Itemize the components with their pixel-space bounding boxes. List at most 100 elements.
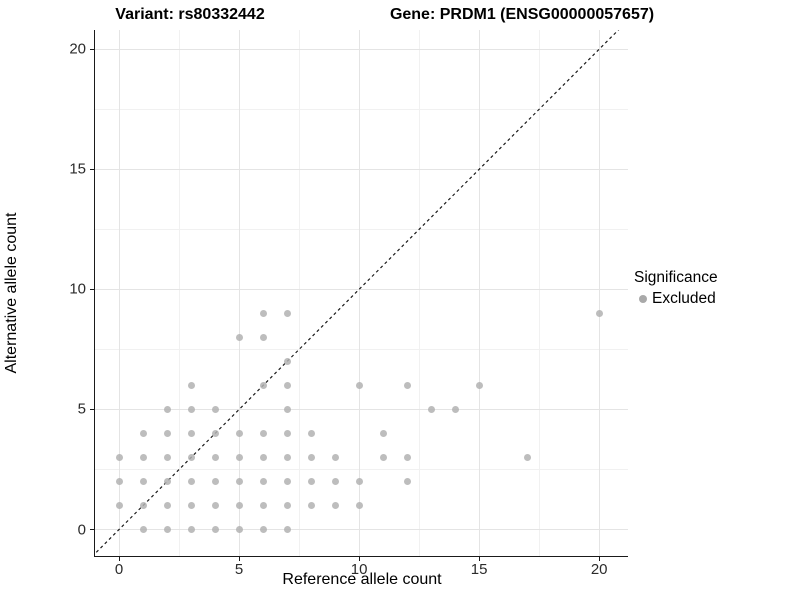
gridline-major-horizontal [95, 168, 628, 170]
y-axis-title: Alternative allele count [3, 212, 20, 374]
data-point [307, 454, 315, 462]
data-point [187, 478, 195, 486]
data-point [115, 502, 123, 510]
data-point [211, 430, 219, 437]
data-point [235, 478, 243, 486]
x-tick-mark [598, 557, 600, 561]
data-point [283, 381, 291, 389]
data-point [163, 430, 171, 437]
data-point [187, 454, 195, 462]
data-point [139, 430, 147, 437]
x-tick-mark [118, 557, 120, 561]
data-point [211, 405, 219, 413]
data-point [331, 502, 339, 510]
data-point [235, 333, 243, 341]
gridline-minor-horizontal [95, 108, 628, 110]
x-tick-mark [238, 557, 240, 561]
gridline-major-horizontal [95, 288, 628, 290]
data-point [139, 502, 147, 510]
data-point [259, 502, 267, 510]
data-point [187, 430, 195, 437]
plot-panel [95, 30, 628, 556]
data-point [259, 430, 267, 437]
x-tick-label: 20 [590, 561, 608, 578]
data-point [403, 454, 411, 462]
data-point [427, 405, 435, 413]
data-point [283, 357, 291, 365]
x-tick-label: 15 [470, 561, 488, 578]
data-point [475, 381, 483, 389]
legend-title: Significance [634, 269, 718, 286]
data-point [355, 478, 363, 486]
x-tick-mark [358, 557, 360, 561]
data-point [259, 478, 267, 486]
data-point [355, 502, 363, 510]
data-point [163, 502, 171, 510]
plot-title-gene: Gene: PRDM1 (ENSG00000057657) [389, 6, 655, 23]
legend: Significance Excluded [634, 269, 718, 308]
y-tick-label: 0 [77, 521, 86, 539]
x-tick-label: 10 [350, 561, 368, 578]
data-point [283, 405, 291, 413]
data-point [163, 405, 171, 413]
data-point [307, 502, 315, 510]
data-point [307, 478, 315, 486]
data-point [187, 381, 195, 389]
y-tick-label: 10 [69, 280, 86, 298]
data-point [595, 309, 603, 317]
data-point [115, 454, 123, 462]
data-point [211, 526, 219, 534]
data-point [379, 454, 387, 462]
data-point [523, 454, 531, 462]
data-point [115, 478, 123, 486]
data-point [211, 478, 219, 486]
data-point [235, 526, 243, 534]
data-point [283, 478, 291, 486]
data-point [139, 478, 147, 486]
x-axis-line [94, 556, 628, 557]
data-point [451, 405, 459, 413]
y-tick-mark [90, 408, 94, 410]
gridline-major-horizontal [95, 48, 628, 50]
data-point [331, 454, 339, 462]
x-tick-label: 5 [234, 561, 244, 578]
data-point [283, 526, 291, 534]
data-point [403, 381, 411, 389]
data-point [283, 309, 291, 317]
data-point [139, 454, 147, 462]
data-point [331, 478, 339, 486]
y-tick-label: 15 [69, 160, 86, 178]
data-point [211, 454, 219, 462]
y-tick-mark [90, 48, 94, 50]
data-point [187, 405, 195, 413]
y-tick-label: 20 [69, 40, 86, 58]
data-point [259, 333, 267, 341]
data-point [187, 502, 195, 510]
data-point [163, 478, 171, 486]
data-point [187, 526, 195, 534]
data-point [283, 430, 291, 437]
data-point [283, 454, 291, 462]
y-tick-label: 5 [77, 400, 86, 418]
x-tick-mark [478, 557, 480, 561]
data-point [259, 309, 267, 317]
y-tick-mark [90, 288, 94, 290]
y-axis-line [94, 30, 95, 557]
legend-point-icon [639, 295, 647, 303]
gridline-major-horizontal [95, 529, 628, 531]
gridline-minor-horizontal [95, 228, 628, 230]
gridline-minor-horizontal [95, 469, 628, 471]
gridline-major-vertical [478, 30, 480, 556]
y-tick-mark [90, 529, 94, 531]
data-point [259, 454, 267, 462]
data-point [235, 502, 243, 510]
data-point [163, 526, 171, 534]
data-point [139, 526, 147, 534]
legend-entry-label: Excluded [652, 290, 716, 307]
y-tick-mark [90, 168, 94, 170]
data-point [235, 454, 243, 462]
data-point [163, 454, 171, 462]
data-point [211, 502, 219, 510]
gridline-major-vertical [598, 30, 600, 556]
